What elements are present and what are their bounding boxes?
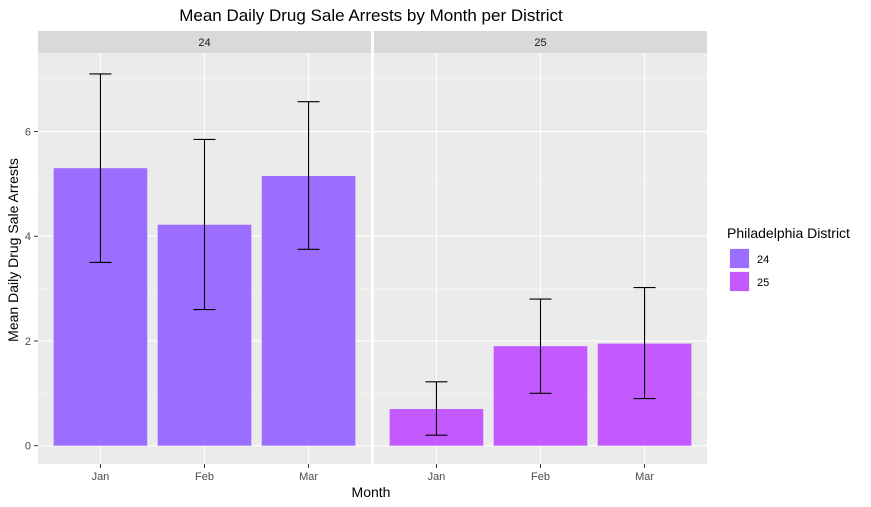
x-tick-label: Mar (635, 471, 654, 483)
facet-panel-24: 24 Jan Feb Mar (38, 31, 371, 483)
x-tick-label: Feb (195, 471, 214, 483)
error-bar-24-jan (89, 73, 112, 263)
y-tick-label: 2 (25, 336, 31, 348)
legend-title: Philadelphia District (727, 225, 850, 241)
legend-entry-25: 25 (729, 271, 769, 292)
legend-label: 24 (757, 254, 769, 266)
facet-strip (38, 31, 371, 53)
chart-title: Mean Daily Drug Sale Arrests by Month pe… (179, 6, 563, 25)
y-axis: 0 2 4 6 (25, 127, 38, 453)
error-bar-25-feb (529, 298, 552, 394)
x-tick-label: Jan (92, 471, 110, 483)
x-tick-label: Mar (299, 471, 318, 483)
y-tick-label: 4 (25, 231, 31, 243)
legend: Philadelphia District 24 25 (727, 225, 850, 292)
legend-swatch (730, 249, 749, 268)
legend-label: 25 (757, 277, 769, 289)
error-bar-25-mar (633, 287, 656, 400)
x-axis-title: Month (352, 484, 391, 500)
y-axis-title: Mean Daily Drug Sale Arrests (5, 158, 21, 342)
error-bar-24-feb (193, 138, 216, 311)
x-tick-label: Jan (428, 471, 446, 483)
facet-strip (374, 31, 707, 53)
x-tick-label: Feb (531, 471, 550, 483)
facet-strip-label: 24 (198, 37, 210, 49)
error-bar-24-mar (297, 101, 320, 250)
y-tick-label: 6 (25, 127, 31, 139)
facet-panel-25: 25 Jan Feb Mar (374, 31, 707, 483)
error-bar-25-jan (425, 381, 448, 436)
legend-entry-24: 24 (729, 248, 769, 269)
facet-strip-label: 25 (534, 37, 546, 49)
panels: 24 Jan Feb Mar 25 Jan Feb Mar (38, 31, 707, 483)
y-tick-label: 0 (25, 441, 31, 453)
legend-swatch (730, 272, 749, 291)
